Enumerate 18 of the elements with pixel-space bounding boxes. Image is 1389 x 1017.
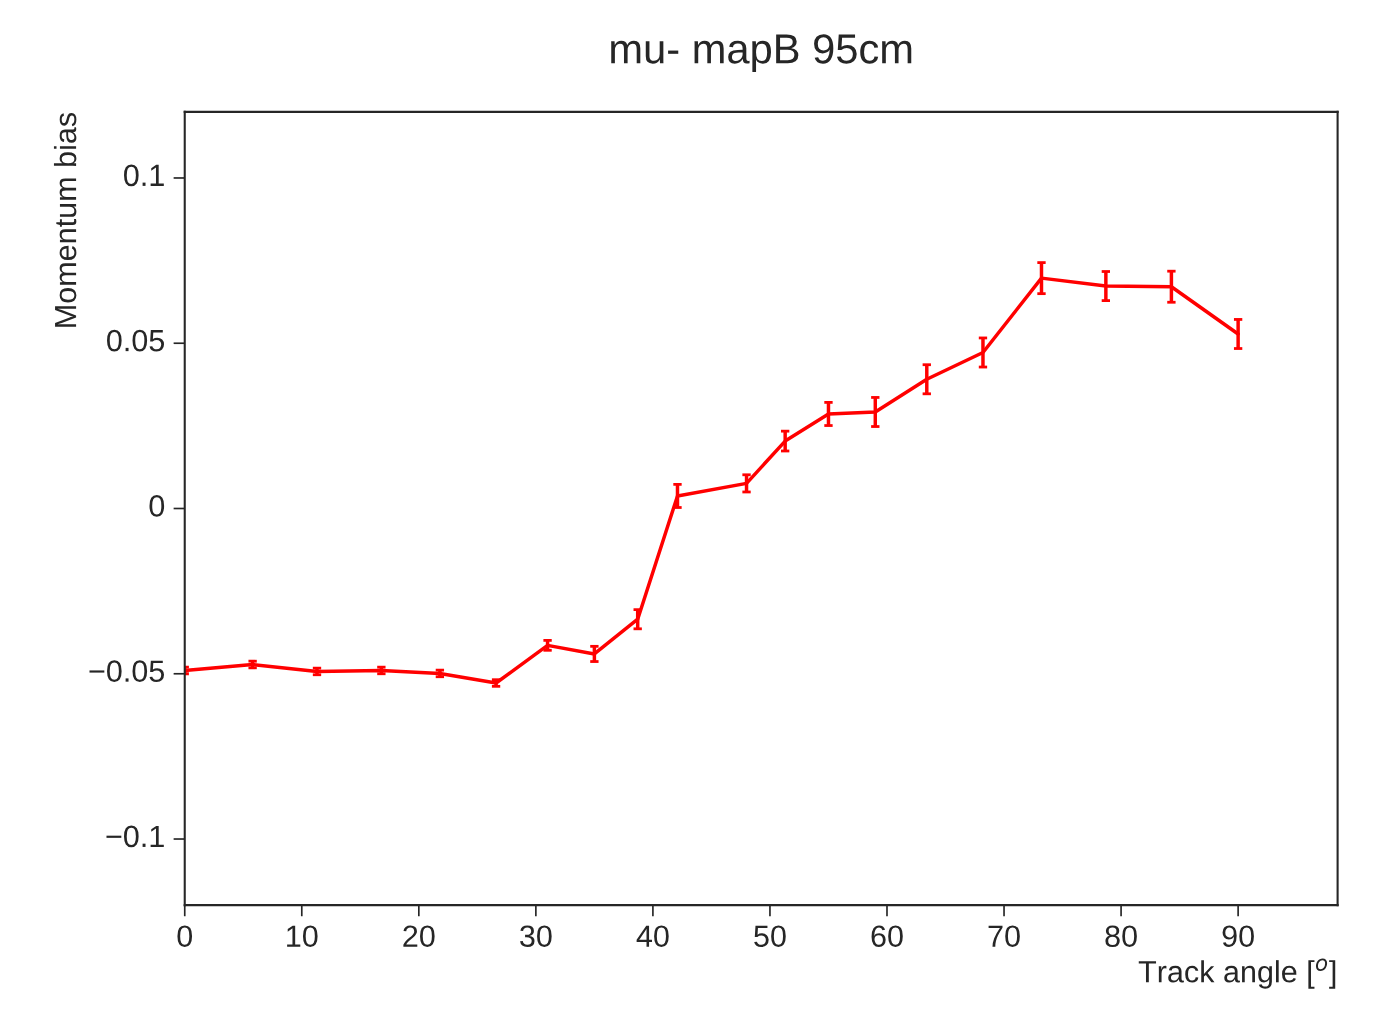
x-tick-label: 70: [988, 925, 1020, 948]
x-tick-label: 50: [754, 925, 786, 948]
y-tick-label: 0.05: [107, 329, 165, 352]
y-tick-label: −0.05: [89, 660, 165, 682]
x-tick-label: 90: [1222, 925, 1254, 948]
x-tick-label: 60: [871, 925, 903, 948]
x-tick-label: 20: [403, 925, 435, 948]
y-tick-label: −0.1: [106, 825, 164, 848]
x-tick-label: 30: [520, 925, 552, 948]
x-tick-label: 0: [177, 925, 193, 948]
x-tick-label: 10: [287, 925, 318, 948]
y-tick-label: 0.1: [124, 164, 164, 187]
x-tick-label: 40: [636, 925, 669, 948]
x-tick-label: 80: [1105, 925, 1137, 948]
y-axis-title: Momentum bias: [53, 112, 77, 327]
x-axis-title: Track angle [$^{o}$]: [1138, 958, 1336, 989]
y-tick-label: 0: [149, 495, 165, 517]
chart-title: mu- mapB 95cm: [611, 34, 912, 72]
